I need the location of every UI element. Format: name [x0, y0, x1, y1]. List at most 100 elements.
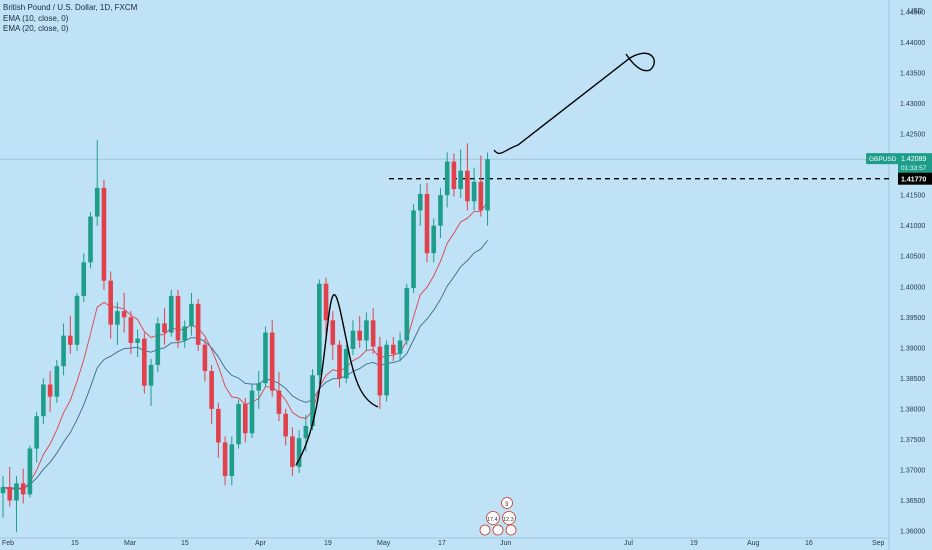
price-tick-label: 1.39000: [900, 345, 925, 352]
candle-body: [148, 364, 154, 386]
flag-icon: [492, 524, 504, 536]
event-badge-circle: [502, 511, 516, 525]
candle-body: [155, 323, 161, 365]
candle-body: [128, 317, 134, 343]
price-tick-label: 1.40000: [900, 284, 925, 291]
candle-body: [229, 444, 235, 477]
candle-body: [458, 170, 463, 190]
candles: [0, 140, 490, 533]
price-tick-label: 1.44500: [900, 10, 925, 17]
time-tick-label: Aug: [747, 540, 760, 547]
candle-body: [135, 338, 140, 343]
candle-body: [249, 390, 255, 434]
candle-body: [343, 349, 349, 379]
candle-body: [350, 330, 356, 350]
price-tick-label: 1.41500: [900, 193, 925, 200]
candle-body: [142, 338, 147, 386]
candle-body: [222, 442, 228, 477]
candle-body: [101, 187, 107, 281]
candle-body: [323, 283, 329, 321]
candle-body: [202, 344, 208, 372]
price-tick-label: 1.39500: [900, 315, 925, 322]
candle-body: [168, 295, 174, 333]
price-tick-label: 1.36500: [900, 498, 925, 505]
candle-body: [290, 436, 295, 467]
symbol-tag: [866, 153, 898, 165]
candle-body: [444, 161, 450, 196]
time-tick-label: Jun: [500, 540, 511, 547]
candle-body: [377, 346, 383, 396]
price-tick-label: 1.41000: [900, 223, 925, 230]
candle-body: [7, 487, 13, 501]
ema20-line: [2, 240, 488, 489]
candle-body: [74, 295, 80, 345]
candle-body: [370, 320, 376, 347]
candle-body: [384, 344, 389, 396]
currency-label: USD: [908, 8, 923, 15]
candle-body: [256, 383, 262, 391]
candle-body: [236, 403, 241, 445]
user-drawings: [295, 52, 655, 466]
time-axis[interactable]: Feb 15 Mar 15 Apr 19 May 17 Jun Jul 19 Aug 16 Sep: [2, 540, 885, 547]
ema20-legend: EMA (20, close, 0): [3, 24, 69, 33]
candle-body: [269, 332, 275, 391]
candle-body: [162, 323, 167, 333]
event-badges[interactable]: 3 17.4 12.3: [479, 497, 517, 536]
level-tag-label: 1.41770: [901, 177, 926, 184]
candle-body: [209, 371, 214, 409]
candle-body: [296, 438, 302, 467]
candle-body: [438, 195, 443, 226]
candle-body: [485, 159, 490, 211]
last-price-tag: [898, 153, 932, 174]
price-tick-label: 1.36000: [900, 529, 925, 536]
wave-curve-drawing: [295, 294, 379, 466]
time-tick-label: 19: [324, 540, 332, 547]
price-axis[interactable]: 1.36000 1.36500 1.37000 1.37500 1.38000 1.385…: [866, 8, 932, 536]
candle-body: [404, 287, 410, 341]
candle-body: [337, 344, 342, 379]
flag-icon: [479, 524, 491, 536]
chart-legend: British Pound / U.S. Dollar, 1D, FXCM EM…: [3, 3, 137, 35]
candle-body: [330, 320, 336, 345]
time-tick-label: 19: [690, 540, 698, 547]
countdown-label: 01:33:57: [901, 165, 927, 172]
candle-body: [242, 403, 248, 434]
level-tag: [898, 172, 932, 185]
ema10-legend: EMA (10, close, 0): [3, 13, 69, 23]
candle-body: [94, 187, 100, 217]
candle-body: [20, 483, 26, 495]
time-tick-label: 15: [181, 540, 189, 547]
time-tick-label: Apr: [255, 540, 267, 547]
time-tick-label: Feb: [2, 540, 14, 547]
price-tick-label: 1.37500: [900, 437, 925, 444]
candle-body: [81, 262, 87, 296]
candle-body: [283, 413, 288, 437]
candle-body: [478, 181, 484, 211]
price-tick-label: 1.40500: [900, 254, 925, 261]
candle-body: [417, 193, 423, 211]
event-badge-label: 17.4: [487, 517, 498, 523]
candle-body: [27, 448, 33, 495]
candle-body: [303, 425, 309, 439]
candle-body: [54, 366, 60, 397]
candle-body: [465, 170, 470, 202]
candle-body: [357, 330, 362, 341]
candle-body: [14, 483, 19, 501]
candle-body: [121, 311, 127, 318]
candle-body: [68, 335, 73, 345]
price-tick-label: 1.38000: [900, 406, 925, 413]
flag-icon: [505, 524, 517, 536]
price-tick-label: 1.42500: [900, 132, 925, 139]
candle-body: [108, 280, 113, 325]
time-tick-label: 15: [71, 540, 79, 547]
candle-body: [182, 326, 188, 341]
candle-body: [431, 225, 437, 254]
candle-body: [41, 384, 46, 417]
candle-body: [115, 311, 120, 325]
candle-body: [61, 335, 66, 367]
candle-body: [47, 384, 53, 397]
event-badge-label: 12.3: [503, 517, 514, 523]
price-tick-label: 1.38500: [900, 376, 925, 383]
